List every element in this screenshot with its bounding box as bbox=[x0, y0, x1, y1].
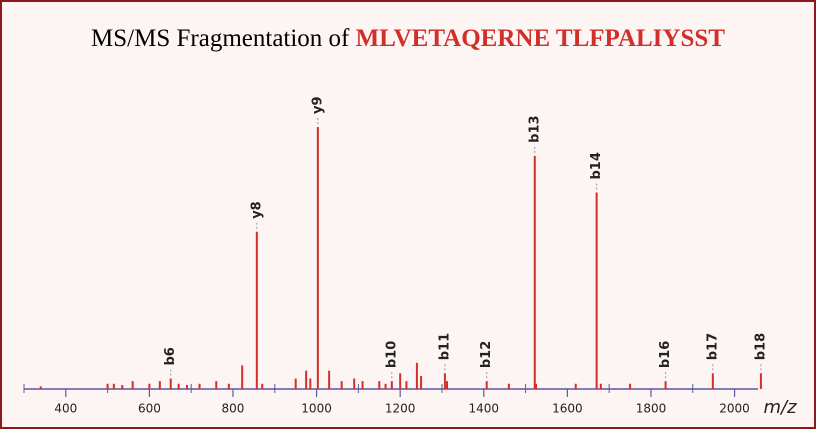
x-tick-label: 800 bbox=[222, 402, 245, 416]
peak-label: b14 bbox=[589, 152, 604, 179]
x-tick-label: 2000 bbox=[719, 402, 750, 416]
x-tick-label: 400 bbox=[54, 402, 77, 416]
peak-label: b6 bbox=[163, 347, 178, 365]
x-tick-label: 1800 bbox=[636, 402, 667, 416]
peak-label: b17 bbox=[705, 333, 720, 360]
x-tick-label: 1000 bbox=[301, 402, 332, 416]
peak-label: b10 bbox=[384, 341, 399, 368]
peak-label: b12 bbox=[479, 341, 494, 368]
x-tick-label: 600 bbox=[138, 402, 161, 416]
chart-title: MS/MS Fragmentation of MLVETAQERNE TLFPA… bbox=[91, 25, 725, 52]
title-text: MS/MS Fragmentation of bbox=[91, 25, 350, 52]
peak-label: y8 bbox=[249, 201, 264, 219]
peak-label: y9 bbox=[310, 96, 325, 114]
x-tick-label: 1600 bbox=[552, 402, 583, 416]
title-sequence: MLVETAQERNE TLFPALIYSST bbox=[356, 25, 726, 52]
peak-label: b13 bbox=[527, 115, 542, 142]
x-tick-label: 1200 bbox=[385, 402, 416, 416]
peak-label: b18 bbox=[753, 333, 768, 360]
x-axis-label: m/z bbox=[763, 397, 797, 418]
peak-label: b16 bbox=[658, 341, 673, 368]
x-tick-label: 1400 bbox=[469, 402, 500, 416]
peak-label: b11 bbox=[437, 333, 452, 360]
